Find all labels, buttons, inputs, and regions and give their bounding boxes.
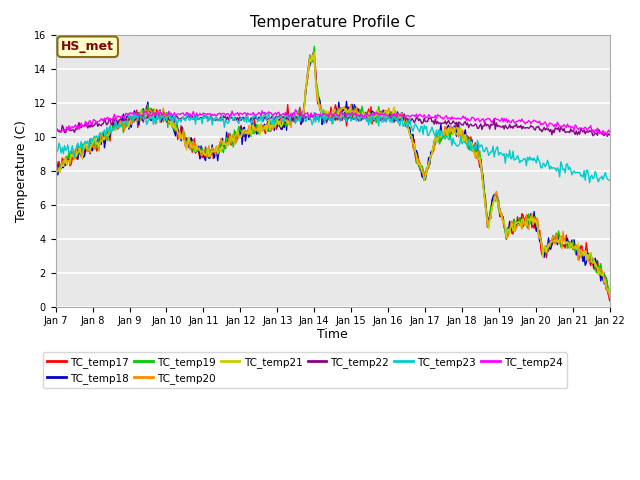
TC_temp20 bbox=[316, 101, 324, 107]
Line: TC_temp22: TC_temp22 bbox=[56, 114, 610, 136]
TC_temp17 bbox=[606, 298, 614, 303]
TC_temp22 bbox=[381, 119, 389, 124]
TC_temp24 bbox=[353, 112, 360, 118]
TC_temp18 bbox=[606, 289, 614, 295]
TC_temp24 bbox=[383, 113, 390, 119]
Line: TC_temp18: TC_temp18 bbox=[56, 53, 610, 294]
TC_temp18 bbox=[605, 291, 612, 297]
TC_temp18 bbox=[507, 228, 515, 234]
TC_temp21 bbox=[52, 170, 60, 176]
TC_temp20 bbox=[606, 294, 614, 300]
TC_temp21 bbox=[507, 224, 515, 230]
TC_temp19 bbox=[310, 43, 318, 49]
TC_temp17 bbox=[52, 166, 60, 172]
TC_temp19 bbox=[319, 114, 327, 120]
TC_temp22 bbox=[604, 133, 611, 139]
TC_temp23 bbox=[319, 107, 327, 112]
TC_temp21 bbox=[316, 106, 324, 111]
Legend: TC_temp17, TC_temp18, TC_temp19, TC_temp20, TC_temp21, TC_temp22, TC_temp23, TC_: TC_temp17, TC_temp18, TC_temp19, TC_temp… bbox=[43, 352, 567, 388]
Line: TC_temp21: TC_temp21 bbox=[56, 52, 610, 294]
TC_temp24 bbox=[52, 126, 60, 132]
TC_temp23 bbox=[507, 156, 515, 162]
TC_temp23 bbox=[586, 180, 593, 186]
TC_temp19 bbox=[593, 270, 601, 276]
TC_temp20 bbox=[507, 221, 515, 227]
TC_temp21 bbox=[353, 111, 360, 117]
TC_temp19 bbox=[507, 222, 515, 228]
TC_temp23 bbox=[315, 120, 323, 125]
X-axis label: Time: Time bbox=[317, 328, 348, 341]
TC_temp21 bbox=[606, 291, 614, 297]
Line: TC_temp19: TC_temp19 bbox=[56, 46, 610, 293]
TC_temp18 bbox=[593, 266, 601, 272]
TC_temp17 bbox=[316, 108, 324, 113]
TC_temp22 bbox=[593, 132, 601, 138]
TC_temp17 bbox=[593, 258, 601, 264]
TC_temp17 bbox=[353, 116, 360, 122]
TC_temp24 bbox=[292, 107, 300, 113]
TC_temp24 bbox=[593, 125, 601, 131]
TC_temp18 bbox=[316, 97, 324, 103]
TC_temp24 bbox=[316, 112, 324, 118]
TC_temp18 bbox=[309, 50, 317, 56]
Line: TC_temp20: TC_temp20 bbox=[56, 55, 610, 297]
TC_temp20 bbox=[383, 108, 390, 114]
TC_temp21 bbox=[593, 265, 601, 271]
TC_temp17 bbox=[507, 224, 515, 229]
TC_temp23 bbox=[52, 152, 60, 157]
TC_temp19 bbox=[52, 163, 60, 169]
TC_temp22 bbox=[351, 116, 359, 121]
TC_temp22 bbox=[606, 132, 614, 138]
TC_temp24 bbox=[507, 120, 515, 126]
TC_temp20 bbox=[593, 267, 601, 273]
TC_temp24 bbox=[606, 129, 614, 135]
TC_temp23 bbox=[353, 118, 360, 124]
TC_temp24 bbox=[319, 110, 327, 116]
TC_temp23 bbox=[606, 178, 614, 183]
TC_temp22 bbox=[318, 115, 326, 120]
TC_temp23 bbox=[595, 179, 602, 185]
Line: TC_temp24: TC_temp24 bbox=[56, 110, 610, 135]
Line: TC_temp23: TC_temp23 bbox=[56, 109, 610, 183]
TC_temp22 bbox=[52, 126, 60, 132]
TC_temp17 bbox=[383, 108, 390, 114]
TC_temp20 bbox=[319, 114, 327, 120]
Title: Temperature Profile C: Temperature Profile C bbox=[250, 15, 415, 30]
TC_temp20 bbox=[52, 166, 60, 171]
TC_temp20 bbox=[309, 52, 317, 58]
TC_temp19 bbox=[353, 108, 360, 114]
TC_temp18 bbox=[353, 112, 360, 118]
TC_temp18 bbox=[52, 164, 60, 170]
TC_temp22 bbox=[507, 125, 515, 131]
TC_temp18 bbox=[383, 111, 390, 117]
TC_temp18 bbox=[319, 119, 327, 125]
Text: HS_met: HS_met bbox=[61, 40, 114, 53]
TC_temp20 bbox=[353, 104, 360, 110]
Line: TC_temp17: TC_temp17 bbox=[56, 54, 610, 300]
TC_temp19 bbox=[606, 290, 614, 296]
TC_temp22 bbox=[315, 115, 323, 120]
TC_temp23 bbox=[318, 116, 326, 121]
TC_temp23 bbox=[383, 119, 390, 125]
TC_temp19 bbox=[316, 103, 324, 108]
TC_temp22 bbox=[386, 111, 394, 117]
TC_temp21 bbox=[310, 49, 318, 55]
TC_temp17 bbox=[309, 51, 317, 57]
TC_temp17 bbox=[319, 114, 327, 120]
TC_temp24 bbox=[602, 132, 610, 138]
TC_temp21 bbox=[319, 112, 327, 118]
TC_temp21 bbox=[383, 109, 390, 115]
TC_temp19 bbox=[383, 110, 390, 116]
Y-axis label: Temperature (C): Temperature (C) bbox=[15, 120, 28, 222]
